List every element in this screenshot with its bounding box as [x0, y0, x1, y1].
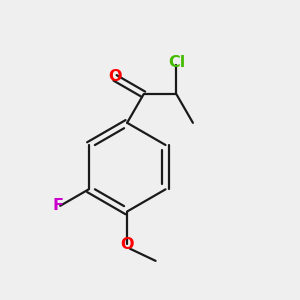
Text: F: F: [52, 198, 63, 213]
Text: O: O: [108, 69, 122, 84]
Text: Cl: Cl: [168, 55, 185, 70]
Text: O: O: [120, 237, 134, 252]
